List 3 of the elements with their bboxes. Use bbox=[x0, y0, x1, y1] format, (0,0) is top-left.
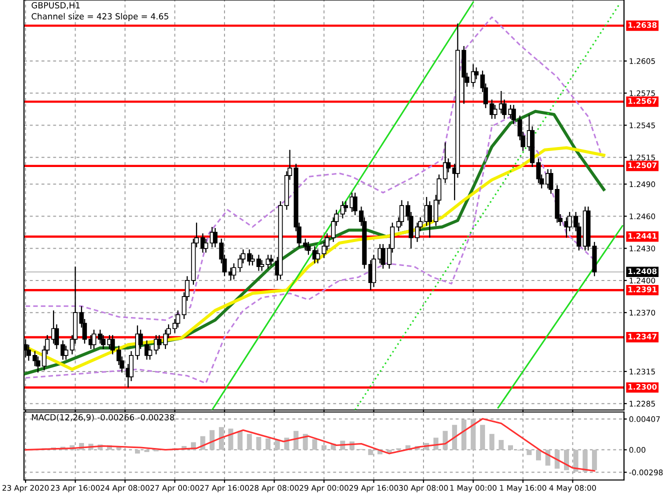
text: Channel size = 423 Slope = 4.65 bbox=[32, 13, 168, 22]
chart-title: MACD(12,26,9) -0.00266 -0.00238 bbox=[32, 414, 174, 422]
chart-title: GBPUSD,H1 bbox=[32, 2, 80, 10]
